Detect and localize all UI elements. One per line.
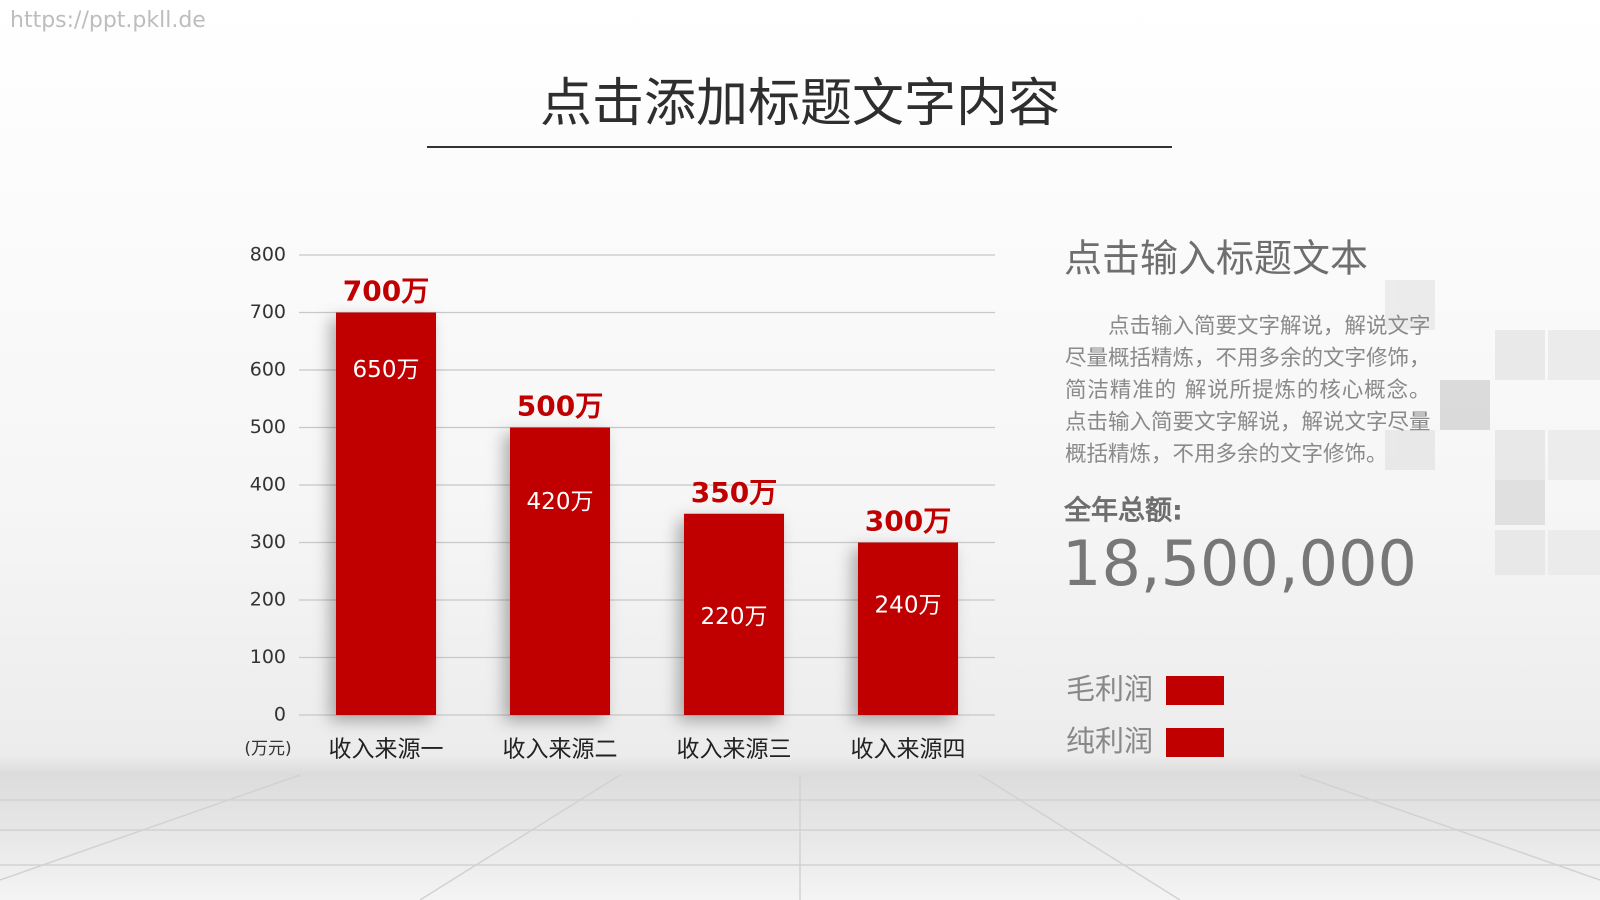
value-label: 420万 — [527, 489, 594, 515]
value-label: 650万 — [353, 357, 420, 383]
y-unit-label: (万元) — [244, 739, 291, 759]
total-value: 18,500,000 — [1062, 527, 1417, 600]
side-body: 点击输入简要文字解说，解说文字尽量概括精炼，不用多余的文字修饰，简洁精准的 解说… — [1065, 314, 1431, 467]
value-label: 500万 — [517, 390, 603, 423]
value-label: 220万 — [701, 604, 768, 630]
x-tick-label: 收入来源四 — [851, 737, 966, 763]
bar — [683, 588, 785, 715]
value-label: 300万 — [865, 505, 951, 538]
x-tick-label: 收入来源一 — [329, 737, 444, 763]
x-tick-label: 收入来源二 — [503, 737, 618, 763]
value-label: 700万 — [343, 275, 429, 308]
side-heading: 点击输入标题文本 — [1064, 237, 1368, 281]
bar — [335, 341, 437, 715]
y-tick-label: 800 — [250, 244, 286, 266]
y-tick-label: 500 — [250, 416, 286, 438]
y-tick-label: 300 — [250, 531, 286, 553]
bar-chart: 0 100 200 300 400 500 600 700 800 (万元) 收入来源一 700万 65… — [244, 244, 995, 763]
x-tick-label: 收入来源三 — [677, 737, 792, 763]
legend-label: 纯利润 — [1066, 724, 1153, 758]
watermark: https://ppt.pkll.de — [10, 8, 206, 33]
bar — [857, 577, 959, 715]
page-title: 点击添加标题文字内容 — [540, 74, 1060, 134]
bar — [509, 473, 611, 715]
y-tick-label: 0 — [274, 704, 286, 726]
legend-swatch — [1166, 728, 1224, 757]
floor-grid — [0, 774, 1600, 900]
y-tick-label: 400 — [250, 474, 286, 496]
value-label: 350万 — [691, 476, 777, 509]
y-tick-label: 100 — [250, 646, 286, 668]
total-label: 全年总额: — [1063, 495, 1183, 527]
y-tick-label: 700 — [250, 301, 286, 323]
y-tick-label: 600 — [250, 359, 286, 381]
value-label: 240万 — [875, 593, 942, 619]
y-tick-label: 200 — [250, 589, 286, 611]
decor-squares — [1385, 280, 1600, 575]
legend-label: 毛利润 — [1066, 672, 1153, 706]
legend-swatch — [1166, 676, 1224, 705]
